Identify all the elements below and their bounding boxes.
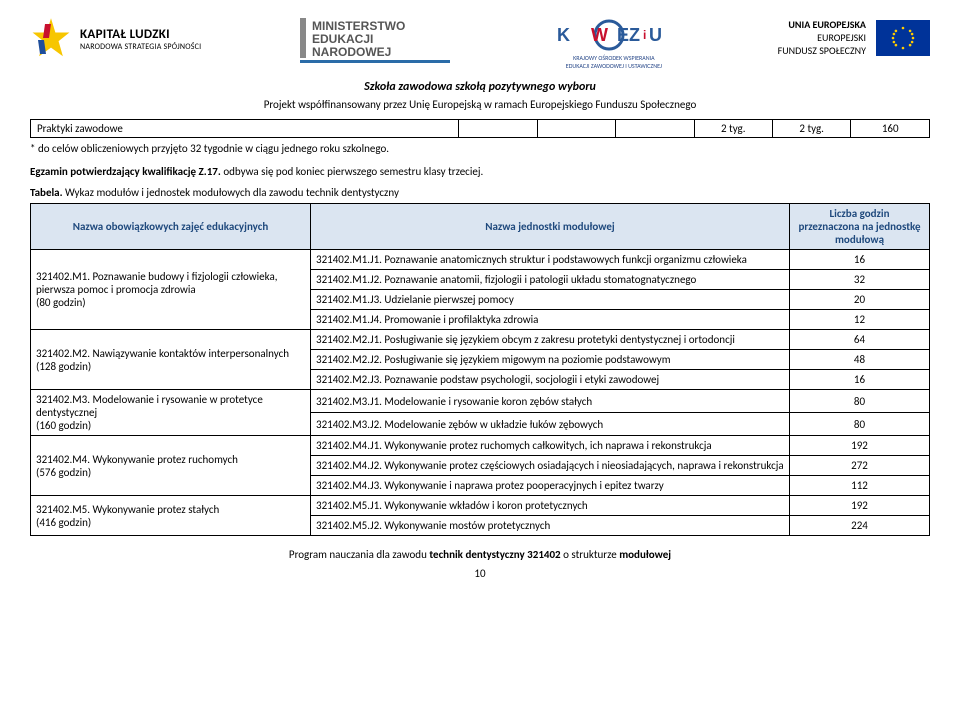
module-label: 321402.M3. Modelowanie i rysowanie w pro… (31, 390, 311, 436)
small-table-cell (459, 120, 537, 138)
hours-cell: 20 (790, 290, 930, 310)
modules-table: Nazwa obowiązkowych zajęć edukacyjnych N… (30, 203, 930, 536)
unit-cell: 321402.M1.J4. Promowanie i profilaktyka … (311, 310, 790, 330)
module-label: 321402.M5. Wykonywanie protez stałych (4… (31, 496, 311, 536)
caption-rest: Wykaz modułów i jednostek modułowych dla… (63, 186, 399, 199)
exam-line: Egzamin potwierdzający kwalifikację Z.17… (30, 165, 930, 178)
unit-cell: 321402.M4.J1. Wykonywanie protez ruchomy… (311, 436, 790, 456)
module-label: 321402.M1. Poznawanie budowy i fizjologi… (31, 250, 311, 330)
footer-bold1: technik dentystyczny 321402 (429, 548, 560, 561)
footer-mid: o strukturze (561, 548, 620, 561)
hours-cell: 272 (790, 456, 930, 476)
small-table-label: Praktyki zawodowe (31, 120, 459, 138)
svg-text:MINISTERSTWO: MINISTERSTWO (312, 19, 405, 33)
unit-cell: 321402.M1.J3. Udzielanie pierwszej pomoc… (311, 290, 790, 310)
small-table-cell (616, 120, 694, 138)
svg-text:EZ: EZ (617, 25, 640, 45)
exam-bold: Egzamin potwierdzający kwalifikację Z.17… (30, 165, 221, 178)
logos-header: KAPITAŁ LUDZKI NARODOWA STRATEGIA SPÓJNO… (30, 18, 930, 70)
eu-flag-icon (876, 20, 930, 56)
note: * do celów obliczeniowych przyjęto 32 ty… (30, 142, 930, 155)
hours-cell: 16 (790, 250, 930, 270)
footer-bold2: modułowej (619, 548, 671, 561)
unit-cell: 321402.M2.J1. Posługiwanie się językiem … (311, 330, 790, 350)
hours-cell: 48 (790, 350, 930, 370)
table-row: 321402.M5. Wykonywanie protez stałych (4… (31, 496, 930, 516)
eu-line2: EUROPEJSKI (778, 31, 866, 44)
hours-cell: 192 (790, 496, 930, 516)
th-left: Nazwa obowiązkowych zajęć edukacyjnych (31, 204, 311, 250)
hours-cell: 192 (790, 436, 930, 456)
logo-kapital-ludzki: KAPITAŁ LUDZKI NARODOWA STRATEGIA SPÓJNO… (30, 18, 201, 60)
svg-text:W: W (591, 25, 608, 45)
unit-cell: 321402.M2.J2. Posługiwanie się językiem … (311, 350, 790, 370)
kapital-ludzki-subtitle: NARODOWA STRATEGIA SPÓJNOŚCI (80, 42, 201, 52)
hours-cell: 224 (790, 516, 930, 536)
hours-cell: 64 (790, 330, 930, 350)
small-table-cell: 2 tyg. (694, 120, 772, 138)
module-label: 321402.M4. Wykonywanie protez ruchomych … (31, 436, 311, 496)
svg-text:U: U (649, 25, 662, 45)
cofinance-line: Projekt współfinansowany przez Unię Euro… (30, 98, 930, 111)
hours-cell: 12 (790, 310, 930, 330)
unit-cell: 321402.M5.J1. Wykonywanie wkładów i koro… (311, 496, 790, 516)
hours-cell: 80 (790, 413, 930, 436)
footer-line: Program nauczania dla zawodu technik den… (30, 548, 930, 561)
svg-text:NARODOWEJ: NARODOWEJ (312, 45, 391, 59)
table-row: 321402.M3. Modelowanie i rysowanie w pro… (31, 390, 930, 413)
page-number: 10 (30, 567, 930, 580)
table-row: 321402.M4. Wykonywanie protez ruchomych … (31, 436, 930, 456)
exam-rest: odbywa się pod koniec pierwszego semestr… (221, 165, 483, 178)
slogan: Szkoła zawodowa szkołą pozytywnego wybor… (30, 80, 930, 94)
eu-line3: FUNDUSZ SPOŁECZNY (778, 44, 866, 57)
module-label: 321402.M2. Nawiązywanie kontaktów interp… (31, 330, 311, 390)
table-caption: Tabela. Wykaz modułów i jednostek moduło… (30, 186, 930, 199)
footer-pre: Program nauczania dla zawodu (289, 548, 429, 561)
table-row: 321402.M2. Nawiązywanie kontaktów interp… (31, 330, 930, 350)
svg-text:i: i (643, 28, 646, 42)
unit-cell: 321402.M3.J1. Modelowanie i rysowanie ko… (311, 390, 790, 413)
unit-cell: 321402.M1.J2. Poznawanie anatomii, fizjo… (311, 270, 790, 290)
table-row: 321402.M1. Poznawanie budowy i fizjologi… (31, 250, 930, 270)
th-mid: Nazwa jednostki modułowej (311, 204, 790, 250)
svg-text:K: K (557, 25, 570, 45)
small-table-cell: 160 (851, 120, 930, 138)
logo-eu: UNIA EUROPEJSKA EUROPEJSKI FUNDUSZ SPOŁE… (778, 18, 930, 57)
unit-cell: 321402.M4.J3. Wykonywanie i naprawa prot… (311, 476, 790, 496)
unit-cell: 321402.M5.J2. Wykonywanie mostów protety… (311, 516, 790, 536)
hours-cell: 80 (790, 390, 930, 413)
unit-cell: 321402.M4.J2. Wykonywanie protez częścio… (311, 456, 790, 476)
eu-line1: UNIA EUROPEJSKA (778, 18, 866, 31)
th-right: Liczba godzin przeznaczona na jednostkę … (790, 204, 930, 250)
hours-cell: 16 (790, 370, 930, 390)
hours-cell: 112 (790, 476, 930, 496)
small-table-cell: 2 tyg. (772, 120, 850, 138)
logo-koweziu: K W EZ i U KRAJOWY OŚRODEK WSPIERANIA ED… (549, 18, 679, 70)
unit-cell: 321402.M2.J3. Poznawanie podstaw psychol… (311, 370, 790, 390)
small-table-cell (537, 120, 615, 138)
koweziu-subtitle: KRAJOWY OŚRODEK WSPIERANIA EDUKACJI ZAWO… (566, 54, 662, 70)
small-table: Praktyki zawodowe 2 tyg. 2 tyg. 160 (30, 119, 930, 138)
svg-text:EDUKACJI: EDUKACJI (312, 32, 373, 46)
star-icon (30, 18, 72, 60)
logo-ministerstwo: MINISTERSTWO EDUKACJI NARODOWEJ (300, 18, 450, 67)
kapital-ludzki-title: KAPITAŁ LUDZKI (80, 27, 201, 42)
unit-cell: 321402.M3.J2. Modelowanie zębów w układz… (311, 413, 790, 436)
hours-cell: 32 (790, 270, 930, 290)
unit-cell: 321402.M1.J1. Poznawanie anatomicznych s… (311, 250, 790, 270)
caption-bold: Tabela. (30, 186, 63, 199)
